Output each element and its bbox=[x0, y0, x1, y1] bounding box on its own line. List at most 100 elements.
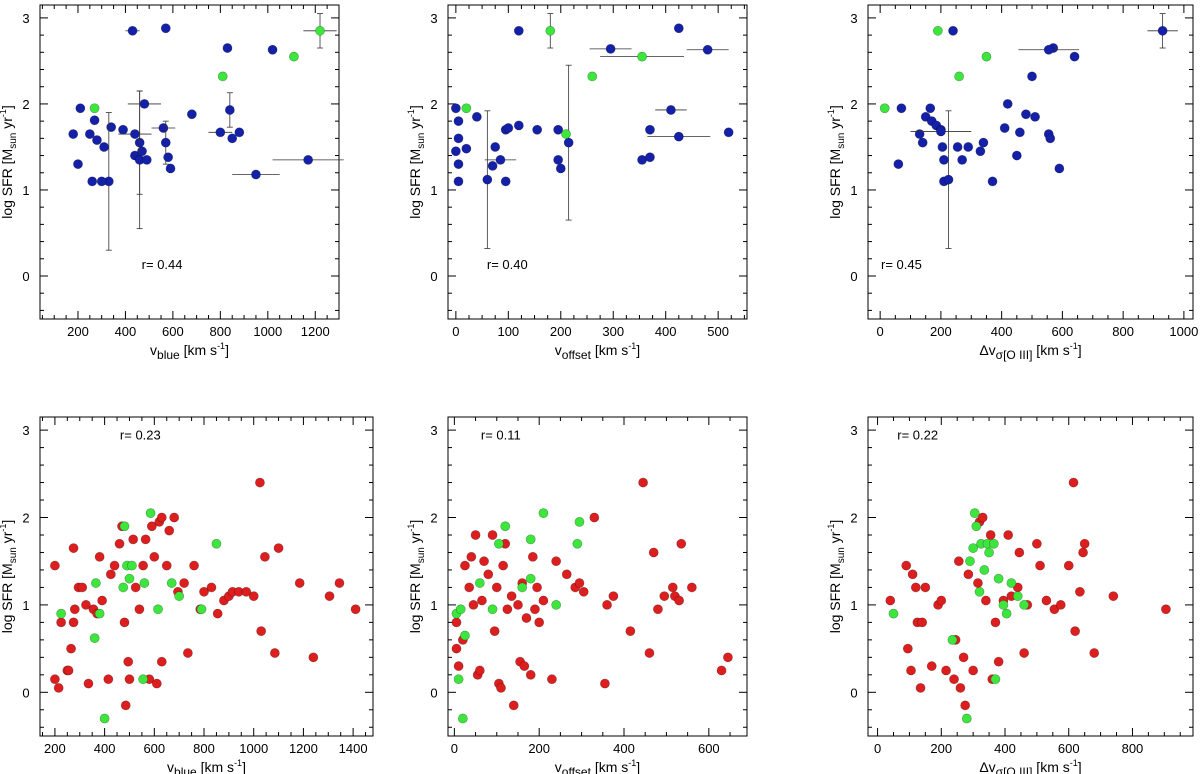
data-point-red bbox=[993, 656, 1004, 667]
data-point-blue bbox=[702, 44, 713, 55]
data-point-red bbox=[648, 547, 659, 558]
data-point-green bbox=[196, 604, 207, 615]
data-point-red bbox=[68, 543, 79, 553]
data-point-red bbox=[324, 591, 335, 602]
data-point-red bbox=[496, 683, 506, 693]
x-tick-label: 0 bbox=[877, 324, 884, 339]
data-point-green bbox=[91, 578, 101, 588]
x-tick-label: 200 bbox=[67, 324, 89, 339]
data-point-red bbox=[602, 600, 612, 610]
series-green bbox=[879, 25, 992, 114]
data-point-red bbox=[470, 530, 481, 540]
data-point-green bbox=[561, 129, 571, 139]
x-tick-label: 200 bbox=[930, 741, 952, 756]
data-point-blue bbox=[939, 154, 949, 165]
data-point-red bbox=[561, 569, 572, 580]
data-point-blue bbox=[553, 124, 564, 135]
data-point-red bbox=[917, 617, 928, 628]
data-point-red bbox=[83, 678, 94, 689]
data-point-blue bbox=[555, 163, 566, 174]
data-point-blue bbox=[975, 146, 986, 157]
x-tick-label: 400 bbox=[115, 324, 137, 339]
data-point-red bbox=[169, 512, 180, 523]
series-green bbox=[888, 508, 1030, 724]
data-point-green bbox=[981, 51, 992, 62]
series-red bbox=[885, 477, 1171, 711]
data-point-blue bbox=[1021, 109, 1031, 120]
x-tick-label: 1200 bbox=[289, 741, 318, 756]
data-point-blue bbox=[935, 126, 946, 137]
series-blue bbox=[450, 23, 734, 249]
data-point-red bbox=[199, 586, 209, 597]
x-tick-label: 400 bbox=[94, 741, 116, 756]
data-point-red bbox=[574, 578, 585, 588]
data-point-red bbox=[105, 569, 116, 580]
data-point-blue bbox=[267, 44, 278, 55]
data-point-red bbox=[453, 661, 464, 671]
y-tick-label: 1 bbox=[850, 183, 857, 198]
data-point-red bbox=[578, 586, 589, 597]
data-point-red bbox=[513, 600, 523, 610]
data-point-green bbox=[94, 608, 105, 619]
data-point-red bbox=[460, 560, 470, 571]
data-point-blue bbox=[943, 174, 954, 185]
data-point-red bbox=[241, 586, 252, 597]
data-point-blue bbox=[1027, 71, 1037, 82]
data-point-red bbox=[109, 560, 120, 571]
y-tick-label: 3 bbox=[430, 423, 437, 438]
data-point-green bbox=[525, 534, 536, 545]
data-point-red bbox=[659, 591, 670, 602]
x-axis-label: voffset [km s-1] bbox=[555, 758, 640, 774]
y-tick-label: 3 bbox=[22, 11, 29, 26]
y-axis-label: log SFR [Msun yr-1] bbox=[826, 520, 847, 634]
correlation-annotation: r= 0.11 bbox=[481, 427, 521, 442]
data-point-red bbox=[77, 582, 88, 593]
data-point-blue bbox=[666, 105, 676, 115]
data-point-green bbox=[139, 578, 150, 588]
data-point-blue bbox=[160, 137, 171, 148]
data-point-red bbox=[477, 595, 487, 606]
data-point-red bbox=[151, 678, 162, 689]
panel-bottom-left: 200 400 600 800 1000 1200 1400 0 1 2 3 log SFR [Msu… bbox=[0, 416, 374, 774]
data-point-red bbox=[464, 582, 475, 593]
data-point-blue bbox=[234, 127, 245, 138]
x-axis-label: vblue [km s-1] bbox=[167, 758, 246, 774]
data-point-blue bbox=[513, 120, 524, 131]
plot-frame bbox=[867, 416, 1194, 737]
data-point-blue bbox=[87, 176, 98, 187]
data-point-red bbox=[498, 560, 509, 571]
data-point-red bbox=[990, 617, 1001, 628]
data-point-red bbox=[350, 604, 361, 615]
x-tick-label: 400 bbox=[655, 324, 677, 339]
data-point-blue bbox=[948, 25, 958, 36]
x-tick-label: 100 bbox=[497, 324, 519, 339]
data-point-blue bbox=[215, 127, 226, 138]
data-point-red bbox=[468, 600, 479, 610]
data-point-red bbox=[915, 683, 926, 693]
data-point-red bbox=[259, 551, 270, 562]
panel-bottom-middle: 0 200 400 600 0 1 2 3 log SFR [Msun yr-1] voffset… bbox=[406, 416, 748, 774]
data-point-red bbox=[294, 578, 305, 588]
y-tick-label: 2 bbox=[850, 97, 857, 112]
data-point-green bbox=[932, 25, 943, 36]
data-point-green bbox=[974, 586, 985, 597]
data-point-red bbox=[474, 665, 485, 676]
y-tick-label: 1 bbox=[22, 598, 29, 613]
data-point-red bbox=[676, 538, 687, 549]
x-tick-label: 600 bbox=[698, 741, 720, 756]
data-point-red bbox=[525, 669, 536, 680]
data-point-blue bbox=[1043, 44, 1054, 55]
correlation-annotation: r= 0.40 bbox=[487, 257, 528, 272]
data-point-blue bbox=[914, 129, 925, 139]
data-point-blue bbox=[158, 123, 169, 133]
series-green bbox=[89, 13, 337, 114]
y-tick-label: 0 bbox=[22, 269, 29, 284]
data-point-blue bbox=[978, 137, 989, 148]
x-tick-label: 1400 bbox=[339, 741, 368, 756]
data-point-red bbox=[146, 521, 157, 532]
data-point-blue bbox=[137, 146, 147, 157]
data-point-green bbox=[947, 634, 958, 645]
data-point-blue bbox=[163, 152, 174, 163]
panel-top-middle: 0 100 200 300 400 500 0 1 2 3 log SFR [Msun yr-1] v… bbox=[406, 4, 748, 362]
data-point-red bbox=[161, 560, 172, 571]
